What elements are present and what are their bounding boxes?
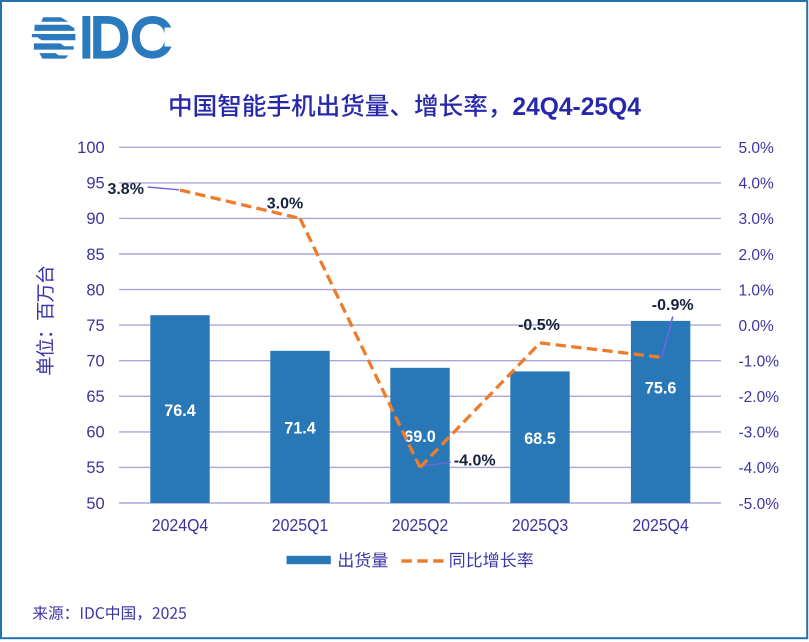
svg-text:3.8%: 3.8%	[107, 181, 143, 198]
svg-text:60: 60	[86, 424, 104, 442]
svg-text:85: 85	[86, 246, 104, 264]
svg-text:-3.0%: -3.0%	[739, 425, 780, 442]
svg-text:75: 75	[86, 317, 104, 335]
svg-text:-2.0%: -2.0%	[739, 389, 780, 406]
svg-text:-1.0%: -1.0%	[739, 354, 780, 371]
svg-text:50: 50	[86, 495, 104, 513]
svg-text:-0.9%: -0.9%	[652, 297, 694, 314]
svg-text:1.0%: 1.0%	[739, 282, 775, 299]
svg-text:80: 80	[86, 281, 104, 299]
svg-text:2025Q1: 2025Q1	[272, 515, 329, 535]
svg-text:65: 65	[86, 388, 104, 406]
svg-text:3.0%: 3.0%	[739, 211, 775, 228]
svg-text:75.6: 75.6	[645, 380, 677, 398]
svg-text:-4.0%: -4.0%	[454, 453, 496, 470]
svg-text:-0.5%: -0.5%	[518, 317, 560, 334]
svg-text:-4.0%: -4.0%	[739, 460, 780, 477]
svg-text:69.0: 69.0	[404, 428, 436, 446]
svg-text:71.4: 71.4	[284, 420, 316, 438]
svg-text:0.0%: 0.0%	[739, 318, 775, 335]
svg-text:2.0%: 2.0%	[739, 247, 775, 264]
svg-text:95: 95	[86, 175, 104, 193]
svg-text:24Q4-25Q4: 24Q4-25Q4	[512, 94, 641, 121]
svg-text:2025Q3: 2025Q3	[512, 515, 569, 535]
svg-text:-5.0%: -5.0%	[739, 496, 780, 513]
svg-text:68.5: 68.5	[524, 430, 556, 448]
svg-text:2024Q4: 2024Q4	[152, 515, 209, 535]
svg-text:2025Q4: 2025Q4	[632, 515, 689, 535]
svg-text:55: 55	[86, 459, 104, 477]
svg-text:5.0%: 5.0%	[739, 140, 775, 157]
svg-text:70: 70	[86, 353, 104, 371]
svg-text:3.0%: 3.0%	[267, 196, 303, 213]
svg-text:76.4: 76.4	[164, 402, 196, 420]
svg-text:90: 90	[86, 210, 104, 228]
svg-text:100: 100	[77, 139, 105, 157]
svg-text:4.0%: 4.0%	[739, 176, 775, 193]
svg-text:2025Q2: 2025Q2	[392, 515, 449, 535]
